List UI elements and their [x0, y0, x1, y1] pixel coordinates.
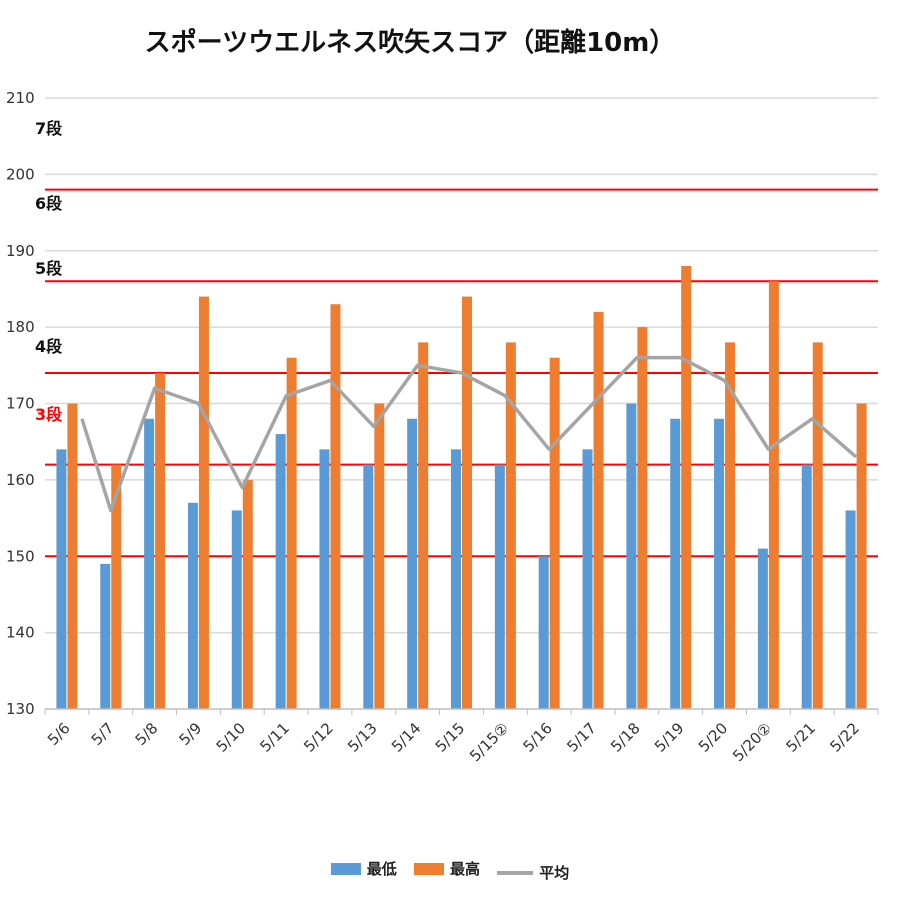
legend: 最低 最高 平均 [0, 858, 900, 883]
bar-min [363, 464, 374, 709]
bar-min [231, 510, 242, 709]
x-tick-label: 5/12 [300, 719, 337, 756]
x-tick-label: 5/9 [175, 719, 205, 749]
rank-label: 4段 [35, 337, 63, 356]
legend-swatch-avg [497, 870, 534, 875]
bar-min [582, 449, 593, 709]
y-tick-label: 200 [6, 165, 35, 183]
bar-max [374, 403, 385, 709]
bar-min [538, 556, 549, 709]
x-tick-label: 5/10 [213, 719, 250, 756]
y-tick-label: 180 [6, 318, 35, 336]
x-tick-label: 5/19 [651, 719, 688, 756]
x-tick-label: 5/8 [132, 719, 162, 749]
legend-label-min: 最低 [366, 860, 397, 878]
bar-max [111, 464, 122, 709]
y-tick-label: 160 [6, 471, 35, 489]
y-tick-label: 140 [6, 624, 35, 642]
legend-label-max: 最高 [449, 860, 480, 878]
bar-max [593, 311, 604, 709]
bar-max [549, 357, 560, 709]
rank-label: 5段 [35, 259, 63, 278]
x-tick-label: 5/17 [563, 719, 600, 756]
bar-max [725, 342, 736, 709]
bar-min [100, 563, 111, 709]
bar-min [714, 418, 725, 709]
legend-item-max: 最高 [413, 858, 480, 879]
x-tick-label: 5/16 [519, 719, 556, 756]
rank-label: 7段 [35, 119, 63, 138]
x-tick-label: 5/13 [344, 719, 381, 756]
bar-max [67, 403, 78, 709]
bar-max [637, 327, 648, 709]
bar-max [286, 357, 297, 709]
bar-min [275, 434, 286, 709]
y-tick-label: 150 [6, 547, 35, 565]
bar-max [681, 266, 692, 709]
bar-min [56, 449, 67, 709]
y-tick-label: 210 [6, 89, 35, 107]
average-line [80, 355, 858, 513]
bar-max [812, 342, 823, 709]
bar-max [198, 296, 209, 709]
y-tick-label: 170 [6, 395, 35, 413]
x-tick-label: 5/20② [729, 719, 775, 765]
bar-max [418, 342, 429, 709]
x-tick-label: 5/11 [256, 719, 293, 756]
rank-label: 6段 [35, 194, 63, 213]
y-tick-label: 190 [6, 242, 35, 260]
x-tick-label: 5/7 [88, 719, 118, 749]
legend-item-avg: 平均 [497, 862, 569, 883]
x-tick-label: 5/18 [607, 719, 644, 756]
bar-max [155, 372, 166, 709]
bar-min [845, 510, 856, 709]
bar-min [407, 418, 418, 709]
rank-label: 3段 [35, 405, 63, 424]
bar-max [462, 296, 472, 709]
x-tick-label: 5/6 [44, 719, 74, 749]
bar-max [330, 304, 341, 709]
bar-min [187, 502, 198, 709]
bar-min [451, 449, 461, 709]
legend-swatch-min [330, 862, 361, 875]
bar-max [505, 342, 516, 709]
bar-min [144, 418, 155, 709]
legend-item-min: 最低 [330, 858, 397, 879]
legend-label-avg: 平均 [539, 864, 570, 882]
bars [56, 266, 867, 709]
bar-min [494, 464, 505, 709]
x-tick-label: 5/15② [466, 719, 512, 765]
y-tick-label: 130 [6, 700, 35, 718]
legend-swatch-max [413, 862, 444, 875]
bar-min [801, 464, 812, 709]
grid-layer [45, 97, 878, 634]
x-tick-label: 5/21 [783, 719, 820, 756]
bar-min [757, 548, 768, 709]
chart-title: スポーツウエルネス吹矢スコア（距離10m） [144, 28, 676, 58]
bar-max [856, 403, 867, 709]
x-tick-label: 5/22 [826, 719, 863, 756]
x-tick-label: 5/14 [388, 719, 425, 756]
bar-max [242, 479, 253, 709]
bar-min [670, 418, 681, 709]
x-tick-label: 5/15 [432, 719, 469, 756]
bar-min [319, 449, 330, 709]
bar-max [768, 281, 779, 709]
bar-min [626, 403, 637, 709]
x-tick-label: 5/20 [695, 719, 732, 756]
